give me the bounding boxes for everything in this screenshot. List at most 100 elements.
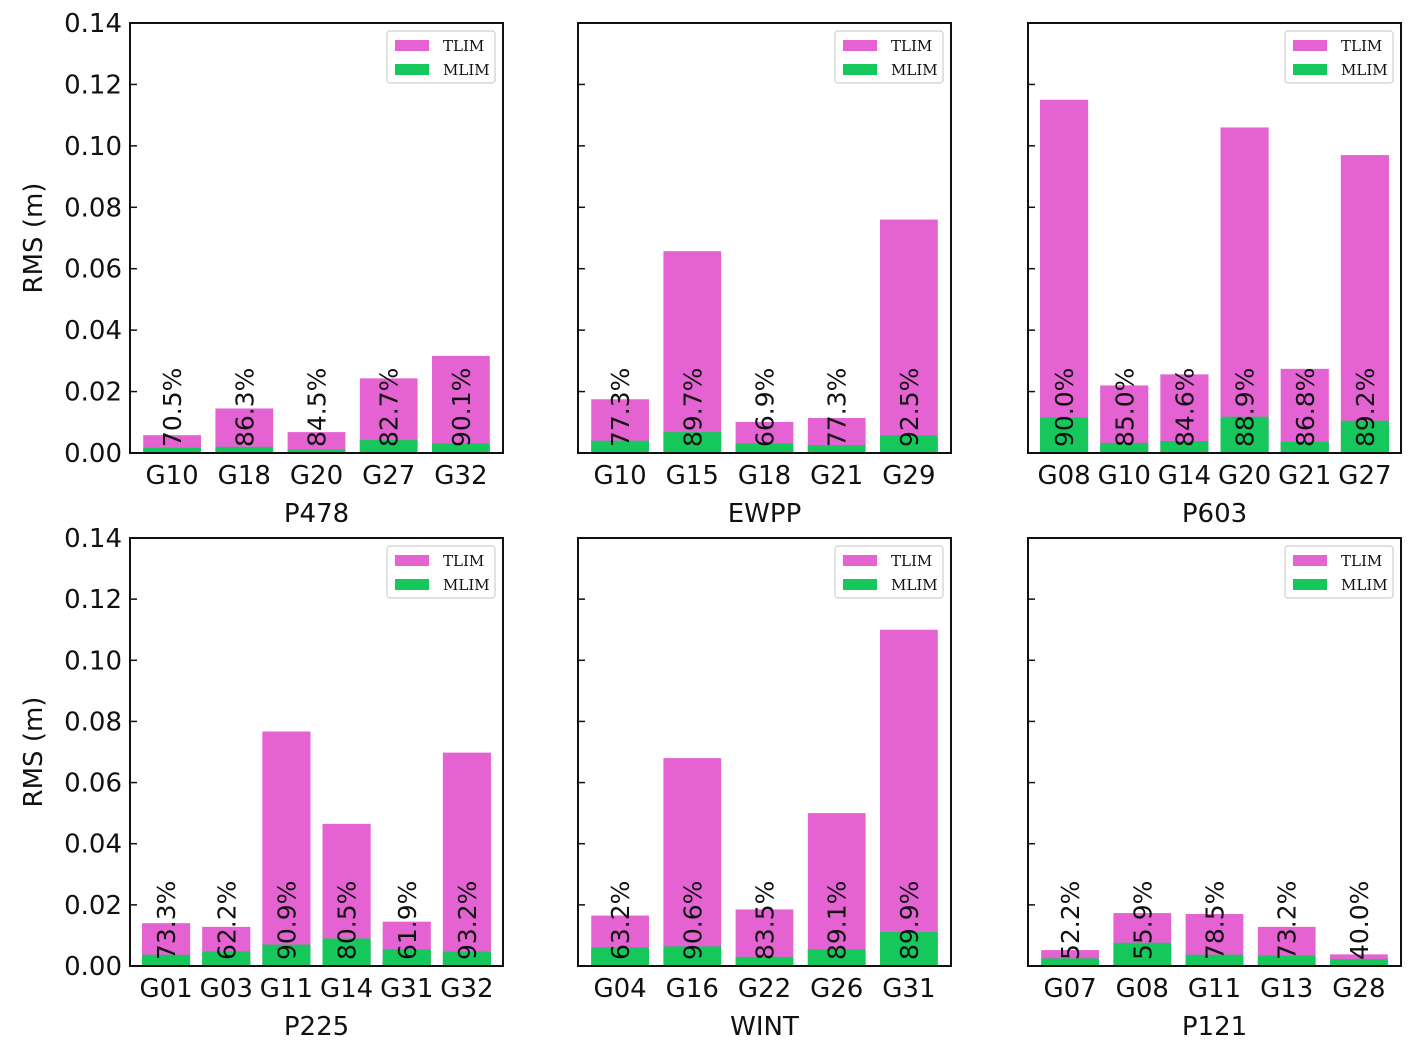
- legend-tlim-swatch: [1293, 40, 1327, 51]
- percent-label-g29: 92.5%: [895, 368, 924, 447]
- mlim-bar-g10: [1100, 442, 1149, 453]
- x-tick-label-g32: G32: [434, 461, 487, 491]
- station-title: WINT: [730, 1012, 799, 1042]
- x-tick-label-g22: G22: [738, 974, 791, 1004]
- percent-label-g10: 77.3%: [606, 368, 635, 447]
- tlim-bar-g32: [442, 752, 491, 966]
- tlim-bar-g20: [1220, 127, 1269, 453]
- x-tick-label-g01: G01: [139, 974, 192, 1004]
- mlim-bar-g10: [143, 447, 201, 453]
- x-tick-label-g31: G31: [882, 974, 935, 1004]
- legend-tlim-label: TLIM: [891, 37, 932, 55]
- y-axis: 0.00 0.02 0.04 0.06 0.08 0.10 0.12 0.14: [64, 524, 137, 982]
- y-axis: 0.00 0.02 0.04 0.06 0.08 0.10 0.12 0.14: [64, 9, 137, 469]
- legend-mlim-swatch: [843, 64, 877, 75]
- legend: TLIM MLIM: [834, 30, 944, 84]
- x-tick-label-g08: G08: [1116, 974, 1169, 1004]
- percent-label-g14: 80.5%: [333, 881, 362, 960]
- y-tick-label: 0.10: [64, 646, 122, 676]
- mlim-bar-g31: [880, 932, 938, 966]
- plot-frame: [129, 537, 504, 967]
- tlim-bar-g11: [262, 731, 311, 966]
- percent-label-g32: 90.1%: [447, 368, 476, 447]
- panel-p478: 70.5% 86.3% 84.5% 82.7% 90.1%0.000.020.040.0…: [19, 9, 504, 529]
- y-tick-label: 0.12: [64, 585, 122, 615]
- legend-mlim-label: MLIM: [1341, 576, 1388, 594]
- tlim-bar-g14: [1160, 374, 1209, 453]
- y-tick-label: 0.00: [64, 439, 122, 469]
- y-tick-label: 0.14: [64, 524, 122, 554]
- y-tick-label: 0.06: [64, 769, 122, 799]
- mlim-bar-g10: [591, 440, 649, 453]
- x-axis: G04 G16 G22 G26 G31: [593, 974, 935, 1004]
- x-axis: G07 G08 G11 G13 G28: [1043, 974, 1385, 1004]
- percent-label-g27: 82.7%: [375, 368, 404, 447]
- percent-label-g31: 89.9%: [895, 881, 924, 960]
- legend-tlim-swatch: [1293, 555, 1327, 566]
- x-tick-label-g10: G10: [1098, 461, 1151, 491]
- percent-labels: 63.2% 90.6% 83.5% 89.1% 89.9%: [606, 881, 924, 960]
- legend-mlim-swatch: [843, 579, 877, 590]
- x-axis: G01 G03 G11 G14 G31 G32: [139, 974, 493, 1004]
- x-axis: G08 G10 G14 G20 G21 G27: [1037, 461, 1391, 491]
- mlim-bar-g28: [1330, 958, 1388, 966]
- plot-frame: [577, 537, 952, 967]
- mlim-bar-g13: [1257, 955, 1316, 966]
- panel-p225: 73.3% 62.2% 90.9% 80.5% 61.9% 93.2%0.000.020.…: [19, 524, 504, 1042]
- y-tick-label: 0.08: [64, 707, 122, 737]
- mlim-bar-g08: [1113, 942, 1172, 966]
- percent-label-g27: 89.2%: [1351, 368, 1380, 447]
- percent-label-g11: 90.9%: [272, 881, 301, 960]
- x-tick-label-g10: G10: [593, 461, 646, 491]
- mlim-bar-g31: [382, 949, 431, 966]
- percent-label-g10: 85.0%: [1110, 368, 1139, 447]
- percent-label-g28: 40.0%: [1345, 881, 1374, 960]
- tlim-bar-g26: [807, 813, 866, 966]
- percent-label-g04: 63.2%: [606, 881, 635, 960]
- percent-labels: 52.2% 55.9% 78.5% 73.2% 40.0%: [1056, 881, 1374, 960]
- legend-mlim-swatch: [1293, 64, 1327, 75]
- x-tick-label-g07: G07: [1043, 974, 1096, 1004]
- mlim-bar-g04: [591, 947, 649, 966]
- tlim-bar-g15: [663, 251, 722, 453]
- percent-labels: 70.5% 86.3% 84.5% 82.7% 90.1%: [158, 368, 476, 447]
- mlim-bar-g11: [262, 944, 311, 966]
- y-tick-label: 0.04: [64, 830, 122, 860]
- legend: TLIM MLIM: [386, 545, 496, 599]
- mlim-bar-g21: [1280, 441, 1329, 453]
- x-tick-label-g31: G31: [380, 974, 433, 1004]
- x-tick-label-g14: G14: [320, 974, 373, 1004]
- percent-label-g11: 78.5%: [1201, 881, 1230, 960]
- y-axis: [578, 537, 585, 967]
- x-tick-label-g18: G18: [738, 461, 791, 491]
- y-tick-label: 0.02: [64, 378, 122, 408]
- legend-mlim-label: MLIM: [891, 61, 938, 79]
- percent-label-g20: 88.9%: [1231, 368, 1260, 447]
- legend-mlim-swatch: [395, 64, 429, 75]
- percent-label-g16: 90.6%: [678, 881, 707, 960]
- legend-mlim-label: MLIM: [1341, 61, 1388, 79]
- percent-label-g07: 52.2%: [1056, 881, 1085, 960]
- mlim-bar-g14: [1160, 441, 1209, 453]
- plot-frame: [1027, 537, 1402, 967]
- bars: [1041, 913, 1388, 966]
- station-title: EWPP: [728, 499, 802, 529]
- percent-label-g01: 73.3%: [152, 881, 181, 960]
- x-tick-label-g10: G10: [145, 461, 198, 491]
- legend: TLIM MLIM: [386, 30, 496, 84]
- mlim-bar-g20: [1220, 416, 1269, 453]
- tlim-bar-g18: [215, 408, 274, 453]
- bars: [1040, 99, 1389, 454]
- x-tick-label-g11: G11: [1188, 974, 1241, 1004]
- percent-label-g26: 89.1%: [823, 881, 852, 960]
- x-tick-label-g27: G27: [362, 461, 415, 491]
- mlim-bar-g32: [432, 443, 490, 453]
- mlim-bar-g27: [359, 440, 418, 453]
- percent-labels: 90.0% 85.0% 84.6% 88.9% 86.8% 89.2%: [1050, 368, 1380, 447]
- mlim-bar-g21: [807, 445, 866, 453]
- mlim-bar-g07: [1041, 958, 1099, 966]
- percent-labels: 73.3% 62.2% 90.9% 80.5% 61.9% 93.2%: [152, 881, 482, 960]
- x-axis: G10 G15 G18 G21 G29: [593, 461, 935, 491]
- y-tick-label: 0.04: [64, 316, 122, 346]
